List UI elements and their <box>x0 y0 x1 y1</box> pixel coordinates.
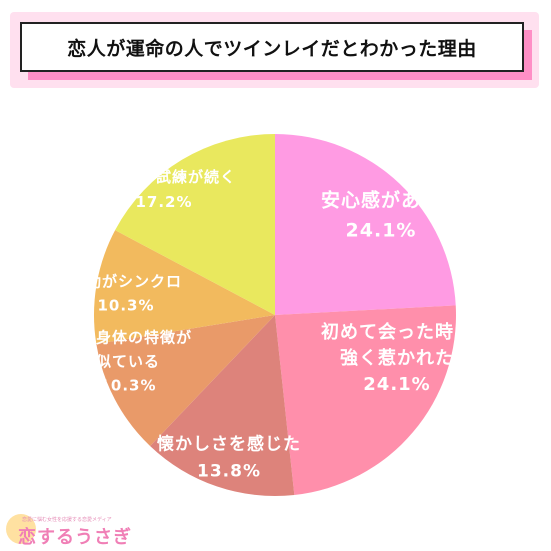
slice-label: その他、試練が続く <box>92 168 236 186</box>
pie-slice <box>96 315 275 446</box>
slice-label: 初めて会った時に <box>321 321 473 343</box>
slice-label: 似ている <box>95 353 160 371</box>
logo-name: 恋するうさぎ <box>18 527 132 548</box>
slice-percent-label: 24.1% <box>363 374 430 395</box>
slice-label: 顔や身体の特徴が <box>63 329 192 347</box>
pie-slice <box>150 315 295 496</box>
slice-label: 懐かしさを感じた <box>157 434 301 455</box>
logo: 恋愛に悩む女性を応援する恋愛メディア 恋するうさぎ <box>4 512 154 548</box>
pie-slice <box>115 134 275 315</box>
slice-label: 強く惹かれた <box>340 347 454 369</box>
pie-slice <box>275 134 456 315</box>
slice-percent-label: 24.1% <box>346 220 417 242</box>
slice-percent-label: 13.8% <box>197 462 261 482</box>
pie-slice <box>94 230 275 344</box>
slice-percent-label: 10.3% <box>99 377 156 395</box>
logo-emblem <box>6 514 36 544</box>
slice-percent-label: 10.3% <box>97 297 154 315</box>
slice-percent-label: 17.2% <box>135 193 192 211</box>
pie-slice <box>275 305 457 495</box>
slice-label: 安心感がある <box>321 189 441 212</box>
slice-label: 行動がシンクロ <box>69 273 182 291</box>
logo-tagline: 恋愛に悩む女性を応援する恋愛メディア <box>22 517 112 523</box>
title-bar: 恋人が運命の人でツインレイだとわかった理由 <box>20 22 524 72</box>
chart-title: 恋人が運命の人でツインレイだとわかった理由 <box>67 37 477 60</box>
